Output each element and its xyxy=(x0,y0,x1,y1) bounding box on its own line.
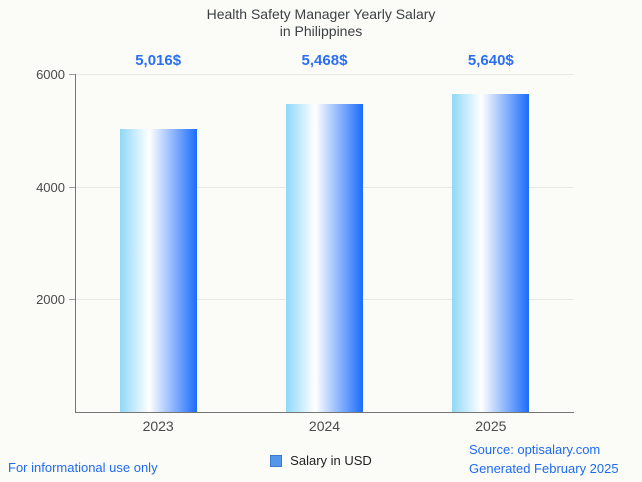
x-axis-label-2025: 2025 xyxy=(475,418,507,434)
ytick-mark-4000 xyxy=(69,186,75,188)
legend-swatch-icon xyxy=(270,454,283,467)
chart-title: Health Safety Manager Yearly Salary in P… xyxy=(0,6,642,40)
generated-date: Generated February 2025 xyxy=(469,461,619,476)
y-axis-line xyxy=(75,74,76,412)
x-axis-line xyxy=(75,412,574,413)
disclaimer-text: For informational use only xyxy=(8,460,158,475)
bar-2025[interactable] xyxy=(452,94,530,412)
source-block: Source: optisalary.com Generated Februar… xyxy=(469,440,619,478)
chart-title-line2: in Philippines xyxy=(279,23,363,39)
ytick-label-6000: 6000 xyxy=(36,67,65,82)
ytick-label-4000: 4000 xyxy=(36,179,65,195)
ytick-label-2000: 2000 xyxy=(36,292,65,308)
x-axis-label-2023: 2023 xyxy=(142,418,174,434)
chart-title-line1: Health Safety Manager Yearly Salary xyxy=(206,6,436,22)
x-axis-label-2024: 2024 xyxy=(308,418,341,434)
gridline-6000 xyxy=(75,74,574,75)
value-label-2024: 5,468$ xyxy=(301,52,348,69)
source-link[interactable]: Source: optisalary.com xyxy=(469,442,601,457)
bar-2024[interactable] xyxy=(286,103,363,412)
legend-label: Salary in USD xyxy=(290,453,372,468)
ytick-mark-2000 xyxy=(69,299,75,301)
chart-legend: Salary in USD xyxy=(0,453,642,468)
ytick-mark-6000 xyxy=(69,74,75,75)
value-label-2023: 5,016$ xyxy=(135,52,182,69)
value-label-2025: 5,640$ xyxy=(467,52,514,69)
bar-2023[interactable] xyxy=(119,129,197,412)
